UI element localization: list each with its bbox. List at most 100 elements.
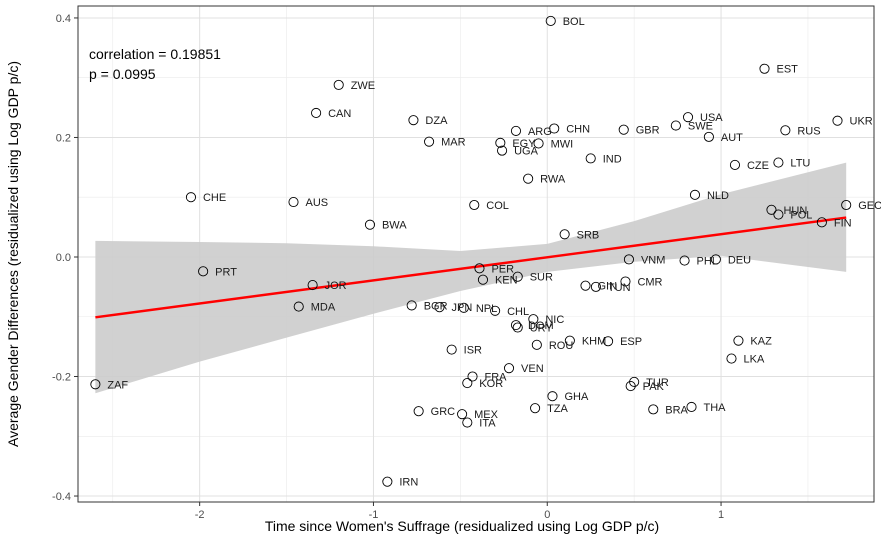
- data-point: [434, 302, 445, 313]
- point-label: BWA: [382, 220, 407, 232]
- data-point: [406, 300, 417, 311]
- confidence-band: [95, 162, 847, 394]
- point-label: AUT: [721, 132, 743, 144]
- point-label: ROU: [549, 340, 574, 352]
- point-label: GBR: [636, 125, 660, 137]
- p-value-annotation: p = 0.0995: [89, 66, 156, 82]
- data-point: [773, 157, 784, 168]
- point-label: CAN: [328, 108, 351, 120]
- point-label: DEU: [728, 254, 751, 266]
- point-label: UGA: [514, 146, 539, 158]
- data-point: [424, 136, 435, 147]
- data-point: [495, 137, 506, 148]
- point-label: VNM: [641, 254, 665, 266]
- data-point: [503, 363, 515, 374]
- data-point: [510, 125, 522, 136]
- point-label: RWA: [540, 174, 566, 186]
- data-point: [446, 344, 457, 355]
- point-label: HUN: [783, 205, 807, 217]
- data-point: [458, 302, 469, 313]
- data-point: [733, 335, 744, 346]
- point-label: MDA: [311, 302, 336, 314]
- x-axis-title: Time since Women's Suffrage (residualize…: [265, 518, 659, 534]
- data-point: [408, 115, 419, 126]
- data-point: [547, 391, 558, 402]
- point-label: THA: [704, 402, 727, 414]
- data-point: [288, 196, 299, 208]
- data-point: [528, 314, 539, 325]
- data-point: [307, 280, 318, 291]
- data-point: [545, 15, 556, 26]
- data-point: [467, 371, 478, 382]
- point-label: BGR: [424, 300, 448, 312]
- data-point: [382, 476, 393, 487]
- data-point: [759, 63, 770, 74]
- point-label: PHL: [697, 256, 718, 268]
- point-label: LKA: [743, 354, 764, 366]
- data-point: [490, 305, 501, 316]
- point-label: DZA: [425, 115, 448, 127]
- point-label: CHE: [203, 192, 226, 204]
- point-label: MAR: [441, 137, 466, 149]
- axes: -2 -1 0 1 -0.4 -0.2 0.0 0.2 0.4: [52, 13, 724, 521]
- point-label: NLD: [707, 190, 729, 202]
- data-point: [766, 204, 777, 215]
- data-point: [497, 145, 508, 156]
- point-labels: BOL EST ZWE CAN USA DZA UKR SWE CHN GBR RUS ARG AUT M…: [107, 16, 881, 489]
- point-label: VEN: [521, 363, 544, 375]
- data-point: [780, 125, 791, 136]
- data-point: [670, 120, 681, 131]
- point-label: USA: [700, 112, 723, 124]
- point-label: POL: [790, 210, 812, 222]
- point-label: URY: [530, 323, 554, 335]
- point-label: EGY: [512, 138, 536, 150]
- point-label: SRB: [577, 229, 600, 241]
- point-label: CHN: [566, 124, 590, 136]
- point-label: JOR: [325, 280, 347, 292]
- data-point: [457, 409, 468, 420]
- data-point: [689, 189, 701, 200]
- point-label: TZA: [547, 403, 568, 415]
- point-label: JPN: [452, 302, 473, 314]
- point-label: ZAF: [107, 379, 128, 391]
- data-point: [198, 266, 209, 277]
- point-label: GEO: [858, 200, 881, 212]
- point-label: IRN: [399, 477, 418, 489]
- point-label: TUR: [646, 377, 669, 389]
- point-label: ZWE: [351, 80, 375, 92]
- data-point: [832, 115, 843, 126]
- point-label: RUS: [797, 125, 820, 137]
- point-label: NIC: [545, 314, 564, 326]
- data-point: [618, 124, 629, 135]
- y-axis-title: Average Gender Differences (residualized…: [5, 61, 21, 447]
- data-point: [603, 336, 614, 347]
- data-point: [469, 199, 480, 211]
- x-tick-label: -1: [369, 509, 379, 521]
- y-tick-label: 0.4: [56, 13, 71, 25]
- data-point: [625, 381, 636, 392]
- data-point: [477, 274, 489, 285]
- point-label: CMR: [637, 276, 662, 288]
- point-label: BOL: [563, 16, 585, 28]
- data-point: [293, 301, 304, 312]
- correlation-annotation: correlation = 0.19851: [89, 46, 221, 62]
- regression-line-path: [95, 216, 847, 319]
- data-point: [510, 320, 522, 331]
- point-label: FIN: [834, 217, 852, 229]
- point-label: BRA: [665, 404, 688, 416]
- point-label: ISR: [464, 345, 482, 357]
- y-tick-label: 0.0: [56, 252, 71, 264]
- point-label: CZE: [747, 160, 769, 172]
- data-point: [474, 263, 485, 274]
- point-label: FRA: [485, 372, 508, 384]
- point-label: MWI: [551, 138, 574, 150]
- data-point: [729, 159, 741, 171]
- point-label: EST: [777, 64, 799, 76]
- point-label: DOM: [528, 320, 554, 332]
- point-label: UKR: [850, 116, 873, 128]
- data-point: [523, 173, 534, 184]
- data-point: [531, 339, 542, 350]
- data-point: [816, 217, 827, 228]
- data-point: [679, 255, 690, 266]
